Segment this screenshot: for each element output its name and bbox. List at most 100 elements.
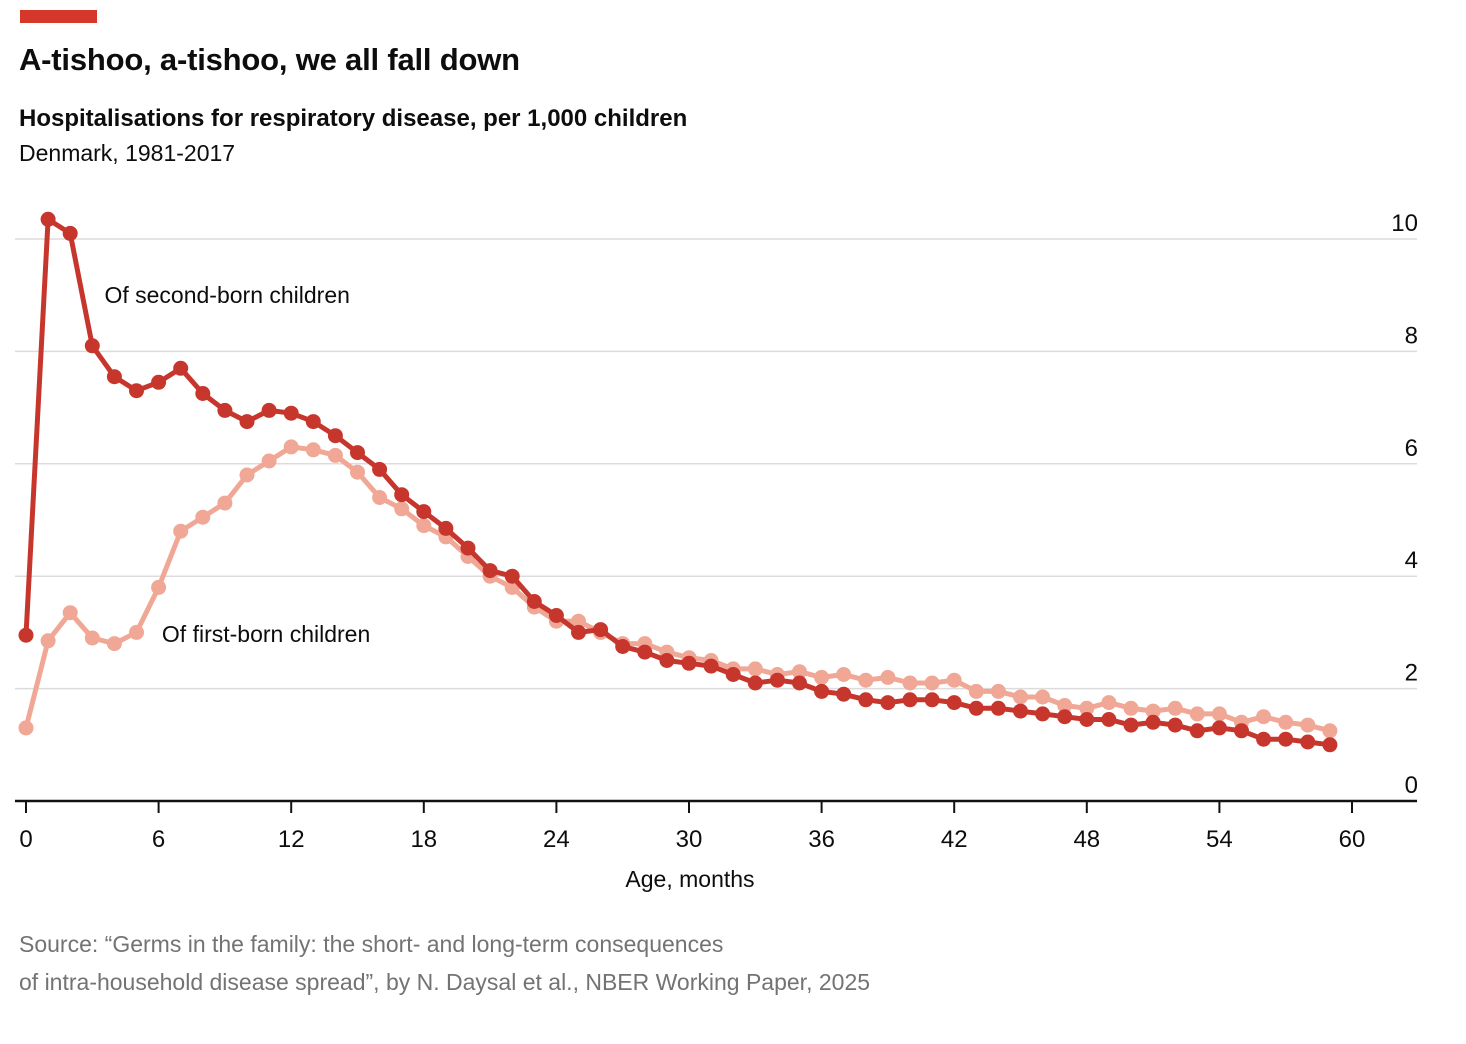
x-tick-label: 48 xyxy=(1073,826,1100,853)
second-born-point xyxy=(217,402,233,418)
second-born-point xyxy=(924,692,940,708)
first-born-point xyxy=(946,672,962,688)
second-born-point xyxy=(40,211,56,227)
first-born-point xyxy=(106,636,122,652)
second-born-point xyxy=(84,338,100,354)
second-born-point xyxy=(1234,723,1249,739)
second-born-point xyxy=(1057,709,1073,725)
first-born-point xyxy=(1013,689,1028,705)
second-born-point xyxy=(1079,712,1095,727)
source-text-line2: of intra-household disease spread”, by N… xyxy=(19,969,871,995)
first-born-point xyxy=(814,669,830,685)
x-tick-label: 18 xyxy=(410,826,437,853)
second-born-point xyxy=(792,675,807,691)
x-tick-label: 60 xyxy=(1339,826,1366,853)
x-tick-label: 6 xyxy=(152,826,165,853)
second-born-point xyxy=(1300,734,1316,750)
second-born-point xyxy=(571,624,586,640)
second-born-point xyxy=(526,594,542,609)
second-born-point xyxy=(1167,717,1183,733)
second-born-point xyxy=(372,461,388,477)
first-born-point xyxy=(84,630,100,646)
first-born-point xyxy=(1057,698,1073,713)
second-born-point xyxy=(593,622,609,638)
first-born-point xyxy=(239,467,255,483)
second-born-point xyxy=(283,405,299,421)
second-born-point xyxy=(725,667,741,682)
x-tick-label: 42 xyxy=(941,826,968,853)
first-born-point xyxy=(173,523,189,539)
first-born-point xyxy=(1189,706,1205,722)
first-born-point xyxy=(1101,695,1117,711)
x-tick-label: 0 xyxy=(19,826,32,853)
second-born-point xyxy=(504,568,520,584)
first-born-point xyxy=(372,490,388,505)
second-born-point xyxy=(129,383,144,399)
second-born-point xyxy=(350,445,365,461)
second-born-point xyxy=(438,520,454,536)
second-born-point xyxy=(1013,703,1028,719)
second-born-point xyxy=(18,627,34,643)
first-born-point xyxy=(151,579,167,595)
second-born-point xyxy=(460,540,476,556)
first-born-point xyxy=(880,669,896,685)
second-born-point xyxy=(1322,737,1338,753)
first-born-point xyxy=(1278,714,1294,730)
first-born-point xyxy=(747,661,763,677)
y-tick-label: 2 xyxy=(1405,660,1418,687)
second-born-point xyxy=(239,414,255,430)
x-tick-label: 36 xyxy=(808,826,835,853)
second-born-point xyxy=(1278,731,1294,747)
first-born-point xyxy=(62,605,78,621)
chart-dateline: Denmark, 1981-2017 xyxy=(19,140,236,166)
first-born-point xyxy=(305,442,321,458)
first-born-point xyxy=(416,518,432,534)
first-born-point xyxy=(1256,709,1272,725)
first-born-point xyxy=(1145,703,1161,719)
first-born-point xyxy=(1211,706,1227,722)
second-born-point xyxy=(548,608,564,623)
y-tick-label: 0 xyxy=(1405,772,1418,799)
first-born-point xyxy=(394,501,410,517)
first-born-point xyxy=(40,633,56,649)
x-tick-label: 54 xyxy=(1206,826,1233,853)
second-born-point xyxy=(681,655,697,671)
first-born-point xyxy=(1322,723,1338,739)
second-born-point xyxy=(858,692,874,708)
second-born-point xyxy=(703,658,719,674)
second-born-point xyxy=(261,402,277,418)
second-born-point xyxy=(968,700,984,716)
second-born-point xyxy=(1145,714,1161,730)
second-born-point xyxy=(327,428,343,444)
second-born-point xyxy=(615,639,631,654)
y-tick-label: 10 xyxy=(1391,210,1418,237)
y-tick-label: 8 xyxy=(1405,322,1418,349)
first-born-point xyxy=(1123,700,1139,716)
second-born-point xyxy=(659,653,675,668)
second-born-point xyxy=(416,504,432,520)
second-born-point xyxy=(637,644,653,660)
y-tick-label: 4 xyxy=(1405,547,1418,574)
second-born-point xyxy=(836,686,852,702)
first-born-point xyxy=(1035,689,1051,705)
x-axis-title: Age, months xyxy=(625,866,755,892)
x-tick-label: 24 xyxy=(543,826,570,853)
first-born-point xyxy=(261,453,277,469)
first-born-point xyxy=(350,464,365,480)
source-text-line1: Source: “Germs in the family: the short-… xyxy=(19,931,724,957)
first-born-point xyxy=(858,672,874,688)
y-tick-label: 6 xyxy=(1405,435,1418,462)
second-born-point xyxy=(106,369,122,385)
second-born-point xyxy=(1189,723,1205,739)
x-tick-label: 12 xyxy=(278,826,305,853)
first-born-point xyxy=(968,683,984,699)
second-born-point xyxy=(946,695,962,711)
chart-subtitle: Hospitalisations for respiratory disease… xyxy=(19,105,688,132)
first-born-point xyxy=(792,664,807,680)
second-born-point xyxy=(482,563,498,579)
first-born-point xyxy=(18,720,34,736)
second-born-point xyxy=(1211,720,1227,736)
second-born-point xyxy=(880,695,896,711)
